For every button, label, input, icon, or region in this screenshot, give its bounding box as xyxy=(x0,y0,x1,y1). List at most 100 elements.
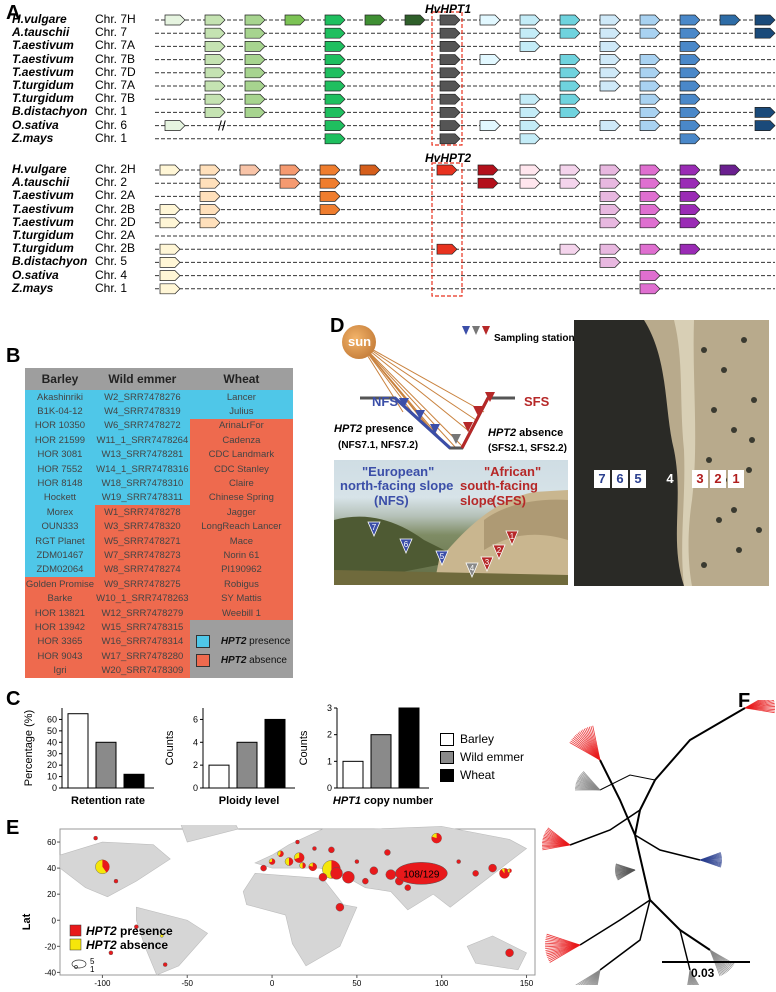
gene-arrow xyxy=(519,107,541,118)
bar xyxy=(236,741,258,789)
gene-arrow xyxy=(639,120,661,131)
table-cell: W15_SRR7478315 xyxy=(94,620,190,635)
site-marker-slice xyxy=(308,862,317,871)
table-row: Igri W20_SRR7478309 xyxy=(25,663,293,678)
gene-title-hpt1: HvHPT1 xyxy=(425,2,472,16)
gene-arrow xyxy=(519,41,541,52)
station-marker xyxy=(367,521,381,538)
chromosome-label: Chr. 2A xyxy=(95,188,136,203)
species-label: A.tauschii xyxy=(12,25,70,40)
station-marker xyxy=(492,544,506,561)
table-cell: CDC Stanley xyxy=(189,461,293,477)
species-label: Z.mays xyxy=(12,130,54,145)
y-axis-label: Percentage (%) xyxy=(23,710,35,786)
gene-arrow xyxy=(639,204,661,215)
station-marker xyxy=(463,422,473,432)
table-row: HOR 13821 W12_SRR7478279 Weebill 1 xyxy=(25,605,293,621)
gene-arrow xyxy=(599,27,621,39)
y-tick-label: 0 xyxy=(52,783,57,793)
species-label: A.tauschii xyxy=(12,175,70,190)
table-cell: CDC Landmark xyxy=(189,447,293,462)
gene-arrow xyxy=(639,177,661,189)
y-tick-label: 3 xyxy=(327,703,332,713)
panel-label-a: A xyxy=(6,2,21,24)
gene-arrow xyxy=(679,27,701,39)
table-row: Golden Promise W9_SRR7478275 Robigus xyxy=(25,577,293,592)
site-marker xyxy=(488,863,497,873)
table-cell: OUN333 xyxy=(25,519,95,534)
gene-arrow xyxy=(679,107,701,118)
site-marker xyxy=(342,871,355,884)
gene-arrow xyxy=(244,14,266,26)
gene-arrow xyxy=(599,120,621,131)
gene-arrow xyxy=(679,177,701,189)
european-abbr: (NFS) xyxy=(374,493,409,508)
species-label: O.sativa xyxy=(12,267,59,282)
x-tick-label: 150 xyxy=(520,979,534,988)
gene-arrow xyxy=(319,204,341,215)
gene-arrow xyxy=(439,80,461,92)
african-abbr: (SFS) xyxy=(492,493,526,508)
gene-arrow xyxy=(719,164,741,176)
gene-arrow xyxy=(439,93,461,105)
gene-arrow xyxy=(679,41,701,52)
table-row: RGT Planet W5_SRR7478271 Mace xyxy=(25,533,293,549)
bar xyxy=(264,718,286,789)
table-row: Barke W10_1_SRR7478263 SY Mattis xyxy=(25,591,293,606)
landmass xyxy=(180,825,239,843)
table-cell: W3_SRR7478320 xyxy=(94,519,190,534)
tree-leaf xyxy=(547,827,571,846)
table-cell: Robigus xyxy=(189,577,293,592)
station-number: 4 xyxy=(470,564,475,573)
aerial-station-label: 4 xyxy=(666,471,674,486)
station-marker xyxy=(399,538,413,555)
tree-branch xyxy=(579,899,651,946)
phylogenetic-tree xyxy=(541,700,775,985)
y-tick-label: 0 xyxy=(52,916,57,925)
table-cell: HOR 9043 xyxy=(25,649,95,664)
table-cell: W5_SRR7478271 xyxy=(94,533,190,549)
chromosome-label: Chr. 2D xyxy=(95,214,136,229)
gene-arrow xyxy=(204,80,226,92)
slope-diagram xyxy=(342,325,515,450)
table-row: ZDM01467 W7_SRR7478273 Norin 61 xyxy=(25,548,293,563)
aerial-station-label: 3 xyxy=(692,470,708,488)
site-marker-slice xyxy=(278,850,284,857)
gene-arrow xyxy=(679,93,701,105)
table-cell: HOR 13942 xyxy=(25,620,95,635)
tree-branch xyxy=(599,899,651,971)
table-cell: Norin 61 xyxy=(189,548,293,563)
bar xyxy=(67,713,89,789)
chart-legend: Barley Wild emmer Wheat xyxy=(440,730,524,784)
x-tick-label: -100 xyxy=(94,979,111,988)
species-label: T.aestivum xyxy=(12,51,74,66)
chromosome-label: Chr. 7D xyxy=(95,64,136,79)
gene-arrow xyxy=(439,41,461,52)
y-tick-label: 60 xyxy=(47,838,56,847)
gene-arrow xyxy=(244,27,266,39)
european-title: "European" xyxy=(362,464,435,479)
site-marker xyxy=(404,884,411,891)
aerial-station-label: 1 xyxy=(728,470,744,488)
gene-arrow xyxy=(204,41,226,52)
legend-wheat: Wheat xyxy=(460,768,495,782)
gene-arrow xyxy=(639,14,661,26)
species-label: B.distachyon xyxy=(12,254,88,269)
tree-leaf xyxy=(709,949,721,977)
station-number: 2 xyxy=(497,546,502,555)
sfs-label: SFS xyxy=(524,394,550,409)
site-marker xyxy=(113,878,119,884)
station-marker xyxy=(430,424,440,434)
site-marker xyxy=(384,849,391,856)
table-cell: ZDM01467 xyxy=(25,548,95,563)
gene-arrow xyxy=(324,41,346,52)
gene-arrow xyxy=(559,54,581,65)
hpt2-highlight xyxy=(431,162,463,297)
gene-arrow xyxy=(599,217,621,229)
site-marker xyxy=(472,870,479,877)
gene-arrow xyxy=(719,14,741,26)
gene-arrow xyxy=(284,14,306,26)
species-label: T.turgidum xyxy=(12,91,74,106)
tree-branch xyxy=(634,834,711,951)
